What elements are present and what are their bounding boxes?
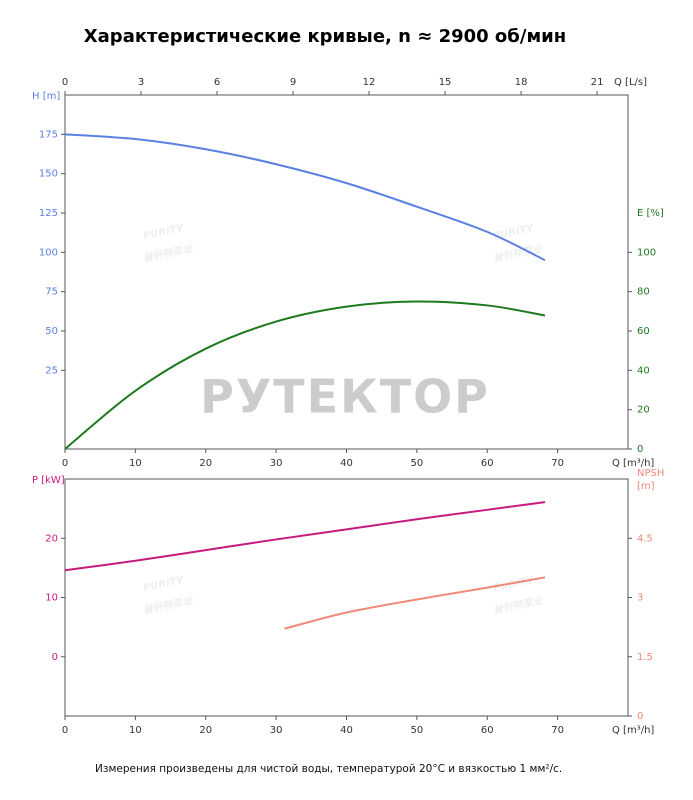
- y-tick-label: 20: [45, 533, 58, 544]
- x-tick-label: 20: [199, 458, 212, 469]
- x-tick-label: 0: [62, 458, 68, 469]
- y2-axis-label: E [%]: [637, 208, 664, 219]
- y-tick-label: 150: [39, 169, 58, 180]
- x2-axis-label: Q [L/s]: [614, 77, 647, 88]
- y2-tick-label: 0: [637, 711, 643, 722]
- x-tick-label: 70: [551, 725, 564, 736]
- x2-tick-label: 6: [214, 77, 220, 88]
- y-axis-label: P [kW]: [32, 475, 65, 486]
- chart-title: Характеристические кривые, n ≈ 2900 об/м…: [84, 26, 566, 47]
- x2-tick-label: 9: [290, 77, 296, 88]
- y2-tick-label: 100: [637, 247, 656, 258]
- x-tick-label: 50: [411, 458, 424, 469]
- x2-tick-label: 18: [515, 77, 528, 88]
- x-tick-label: 20: [199, 725, 212, 736]
- y2-axis-label: [m]: [637, 481, 655, 492]
- x-tick-label: 40: [340, 458, 353, 469]
- watermark-brand-cn: 普轩特泵业: [142, 594, 194, 616]
- x-tick-label: 10: [129, 458, 142, 469]
- series-line: [64, 300, 546, 450]
- x-tick-label: 30: [270, 725, 283, 736]
- x-axis-label: Q [m³/h]: [612, 725, 654, 736]
- x-tick-label: 10: [129, 725, 142, 736]
- footnote: Измерения произведены для чистой воды, т…: [95, 763, 562, 775]
- y-axis-label: H [m]: [32, 91, 60, 102]
- y-tick-label: 10: [45, 593, 58, 604]
- watermark-brand: PURITY: [492, 575, 536, 595]
- y-tick-label: 50: [45, 326, 58, 337]
- y-tick-label: 125: [39, 208, 58, 219]
- y-tick-label: 75: [45, 287, 58, 298]
- x-tick-label: 40: [340, 725, 353, 736]
- x-tick-label: 30: [270, 458, 283, 469]
- y2-axis-label: NPSH: [637, 468, 664, 479]
- x2-tick-label: 21: [591, 77, 604, 88]
- y2-tick-label: 80: [637, 287, 650, 298]
- x-axis-label: Q [m³/h]: [612, 458, 654, 469]
- watermark-main: РУТЕКТОР: [200, 370, 490, 424]
- series-line: [64, 501, 546, 572]
- plot-frame: [64, 478, 629, 717]
- y2-tick-label: 40: [637, 365, 650, 376]
- watermark-brand-cn: 普轩特泵业: [492, 594, 544, 616]
- series-line: [64, 133, 546, 262]
- y2-tick-label: 4.5: [637, 533, 653, 544]
- x2-tick-label: 12: [363, 77, 376, 88]
- x2-tick-label: 3: [138, 77, 144, 88]
- x-tick-label: 70: [551, 458, 564, 469]
- y2-tick-label: 1.5: [637, 652, 653, 663]
- x-tick-label: 60: [481, 458, 494, 469]
- watermark-brand: PURITY: [492, 223, 536, 243]
- y2-tick-label: 0: [637, 444, 643, 455]
- y2-tick-label: 60: [637, 326, 650, 337]
- x2-tick-label: 0: [62, 77, 68, 88]
- series-line: [284, 576, 546, 630]
- watermark-brand: PURITY: [142, 223, 186, 243]
- y-tick-label: 175: [39, 129, 58, 140]
- y-tick-label: 100: [39, 247, 58, 258]
- y-tick-label: 0: [52, 652, 58, 663]
- x-tick-label: 50: [411, 725, 424, 736]
- x2-tick-label: 15: [439, 77, 452, 88]
- y-tick-label: 25: [45, 365, 58, 376]
- x-tick-label: 60: [481, 725, 494, 736]
- y2-tick-label: 20: [637, 405, 650, 416]
- y2-tick-label: 3: [637, 593, 643, 604]
- watermark-brand-cn: 普轩特泵业: [142, 242, 194, 264]
- watermark-brand: PURITY: [142, 575, 186, 595]
- x-tick-label: 0: [62, 725, 68, 736]
